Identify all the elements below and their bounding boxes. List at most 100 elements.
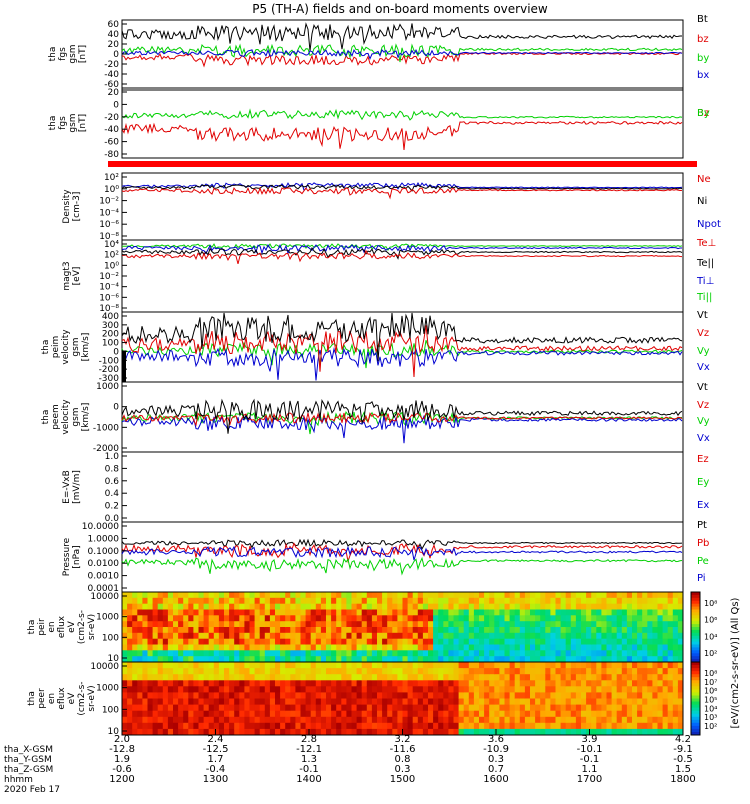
spectrogram-cell [387, 662, 393, 669]
spectrogram-cell [387, 686, 393, 693]
spectrogram-cell [575, 728, 582, 736]
spectrogram-cell [570, 597, 577, 605]
spectrogram-cell [402, 644, 409, 651]
spectrogram-cell [157, 644, 164, 651]
y-tick-label: 10⁻² [99, 272, 119, 282]
spectrogram-cell [137, 650, 143, 657]
spectrogram-cell [677, 615, 684, 622]
spectrogram-cell [208, 656, 215, 663]
spectrogram-cell [397, 656, 403, 663]
spectrogram-cell [662, 728, 669, 736]
spectrogram-cell [601, 704, 607, 712]
spectrogram-cell [300, 668, 307, 675]
spectrogram-cell [244, 609, 250, 616]
spectrogram-cell [657, 592, 664, 599]
spectrogram-cell [443, 704, 449, 712]
spectrogram-cell [173, 686, 179, 693]
spectrogram-cell [234, 698, 240, 706]
spectrogram-cell [244, 722, 250, 730]
spectrogram-cell [407, 686, 414, 693]
spectrogram-cell [499, 592, 505, 599]
spectrogram-cell [382, 650, 388, 657]
spectrogram-cell [616, 656, 623, 663]
spectrogram-cell [371, 644, 378, 651]
spectrogram-cell [484, 686, 490, 693]
spectrogram-cell [377, 650, 383, 657]
spectrogram-cell [229, 650, 235, 657]
spectrogram-cell [351, 656, 358, 663]
spectrogram-cell [509, 656, 516, 663]
spectrogram-cell [489, 638, 495, 645]
spectrogram-cell [229, 621, 235, 628]
spectrogram-cell [224, 728, 230, 736]
spectrogram-cell [178, 710, 184, 718]
spectrogram-cell [530, 621, 536, 628]
spectrogram-cell [458, 638, 465, 645]
spectrogram-cell [468, 656, 475, 663]
spectrogram-cell [402, 674, 409, 681]
spectrogram-cell [550, 644, 556, 651]
spectrogram-cell [484, 728, 490, 736]
spectrogram-cell [366, 722, 373, 730]
spectrogram-cell [453, 668, 460, 675]
spectrogram-cell [428, 632, 434, 640]
spectrogram-cell [530, 656, 536, 663]
spectrogram-cell [657, 615, 664, 622]
spectrogram-cell [392, 644, 398, 651]
series-line-density-2 [121, 186, 683, 200]
spectrogram-cell [530, 698, 536, 706]
spectrogram-cell [458, 686, 465, 693]
spectrogram-cell [341, 680, 347, 687]
spectrogram-cell [524, 627, 531, 634]
spectrogram-cell [285, 704, 291, 712]
spectrogram-cell [412, 668, 419, 675]
spectrogram-cell [433, 650, 439, 657]
spectrogram-cell [280, 668, 286, 675]
spectrogram-cell [535, 710, 541, 718]
spectrogram-cell [336, 716, 342, 724]
spectrogram-cell [438, 603, 444, 610]
series-line-pressure-0 [121, 538, 683, 551]
spectrogram-cell [254, 680, 261, 687]
spectrogram-cell [295, 668, 301, 675]
spectrogram-cell [336, 728, 342, 736]
spectrogram-cell [504, 632, 511, 640]
spectrogram-cell [280, 728, 286, 736]
spectrogram-cell [652, 638, 658, 645]
spectrogram-cell [167, 680, 174, 687]
spectrogram-cell [361, 716, 368, 724]
y-tick-label: 10⁻⁸ [99, 232, 119, 242]
spectrogram-cell [397, 603, 403, 610]
spectrogram-cell [167, 728, 174, 736]
spectrogram-cell [626, 716, 633, 724]
spectrogram-cell [611, 644, 618, 651]
spectrogram-cell [662, 603, 669, 610]
spectrogram-cell [662, 692, 669, 699]
spectrogram-cell [218, 716, 225, 724]
spectrogram-cell [162, 656, 169, 663]
spectrogram-cell [575, 615, 582, 622]
spectrogram-cell [366, 686, 373, 693]
spectrogram-cell [535, 615, 541, 622]
spectrogram-cell [479, 668, 485, 675]
y-axis-label: tha [27, 620, 37, 635]
spectrogram-cell [295, 662, 301, 669]
spectrogram-cell [382, 728, 388, 736]
spectrogram-cell [652, 662, 658, 669]
spectrogram-cell [188, 716, 194, 724]
spectrogram-cell [453, 698, 460, 706]
spectrogram-cell [142, 609, 148, 616]
spectrogram-cell [632, 603, 638, 610]
spectrogram-cell [672, 615, 679, 622]
spectrogram-cell [626, 621, 633, 628]
spectrogram-cell [137, 609, 143, 616]
y-tick-label: 0.0010 [88, 572, 120, 582]
spectrogram-cell [341, 686, 347, 693]
spectrogram-cell [586, 668, 592, 675]
spectrogram-cell [361, 704, 368, 712]
spectrogram-cell [667, 716, 674, 724]
spectrogram-cell [167, 698, 174, 706]
spectrogram-cell [346, 668, 352, 675]
spectrogram-cell [157, 638, 164, 645]
spectrogram-cell [275, 704, 281, 712]
